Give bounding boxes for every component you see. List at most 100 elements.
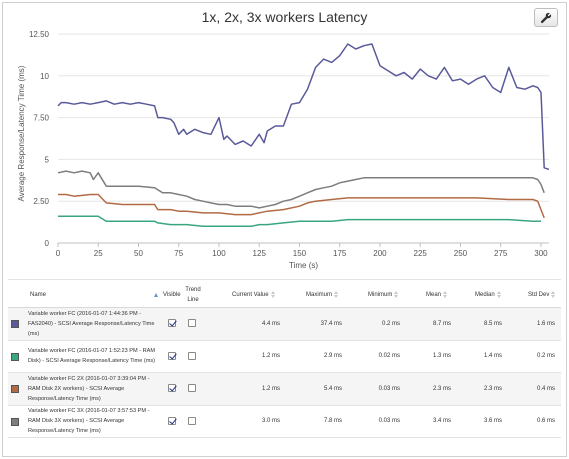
current-value: 1.2 ms [261, 385, 280, 392]
visible-checkbox[interactable] [168, 416, 176, 425]
sort-icon [394, 291, 399, 298]
sort-icon [334, 291, 339, 298]
col-median[interactable]: Median [475, 280, 501, 309]
std-dev-value: 0.4 ms [536, 385, 555, 392]
col-visible[interactable]: Visible [163, 280, 181, 309]
std-dev-value: 0.6 ms [536, 418, 555, 425]
maximum-value: 2.9 ms [323, 353, 342, 360]
chart-tools-button[interactable] [534, 8, 558, 27]
col-current-value-label: Current Value [232, 291, 269, 298]
x-tick-label: 125 [253, 249, 267, 258]
series-color-swatch [11, 417, 19, 426]
table-row: Variable worker FC 3X (2016-01-07 3:57:5… [8, 406, 561, 438]
mean-value: 3.4 ms [432, 418, 451, 425]
series-name: Variable worker FC (2016-01-07 1:52:23 P… [28, 348, 156, 365]
series-name: Variable worker FC (2016-01-07 1:44:36 P… [28, 310, 155, 337]
col-maximum-label: Maximum [306, 291, 333, 298]
series-color-swatch [11, 320, 19, 328]
x-tick-label: 300 [534, 249, 548, 258]
median-value: 3.6 ms [483, 418, 502, 425]
col-name-sort[interactable] [152, 280, 158, 309]
x-tick-label: 175 [333, 249, 347, 258]
col-std-dev-label: Std Dev [528, 291, 550, 298]
chart-title: 1x, 2x, 3x workers Latency [201, 9, 368, 25]
visible-checkbox[interactable] [168, 384, 176, 392]
maximum-value: 7.8 ms [323, 418, 342, 425]
col-minimum[interactable]: Minimum [368, 280, 399, 309]
table-row: Variable worker FC (2016-01-07 1:44:36 P… [8, 308, 561, 341]
col-median-label: Median [475, 291, 495, 298]
current-value: 4.4 ms [261, 320, 280, 327]
table-row: Variable worker FC (2016-01-07 1:52:23 P… [8, 341, 561, 373]
x-tick-label: 200 [373, 249, 387, 258]
x-tick-label: 250 [454, 249, 468, 258]
minimum-value: 0.03 ms [378, 418, 400, 425]
current-value: 3.0 ms [261, 418, 280, 425]
trend-line-checkbox[interactable] [188, 384, 196, 392]
median-value: 8.5 ms [483, 320, 502, 327]
sort-icon [496, 291, 501, 298]
col-maximum[interactable]: Maximum [306, 280, 339, 309]
y-tick-label: 5 [45, 155, 50, 164]
y-tick-label: 10 [40, 72, 49, 81]
median-value: 1.4 ms [483, 353, 502, 360]
x-axis-label: Time (s) [289, 261, 318, 270]
current-value: 1.2 ms [261, 353, 280, 360]
table-header: Name Visible Trend Line Current Value Ma… [8, 279, 561, 308]
y-tick-label: 0 [45, 239, 50, 248]
series-color-swatch [11, 385, 19, 393]
x-tick-label: 50 [134, 249, 143, 258]
maximum-value: 5.4 ms [323, 385, 342, 392]
series-color-swatch [11, 352, 19, 361]
y-tick-label: 12.50 [29, 30, 50, 39]
col-mean-label: Mean [426, 291, 442, 298]
x-tick-label: 100 [212, 249, 226, 258]
std-dev-value: 0.2 ms [536, 353, 555, 360]
latency-line-chart: 0 2.50 5 7.50 10 12.50 0 25 50 75 100 125 150 175 200 2… [17, 30, 550, 270]
minimum-value: 0.03 ms [378, 385, 400, 392]
table-row: Variable worker FC 2X (2016-01-07 3:39:0… [8, 373, 561, 406]
col-mean[interactable]: Mean [426, 280, 448, 309]
x-tick-label: 0 [56, 249, 61, 258]
std-dev-value: 1.6 ms [536, 320, 555, 327]
maximum-value: 37.4 ms [320, 320, 342, 327]
x-tick-label: 25 [94, 249, 103, 258]
col-trend-line-label: Trend Line [185, 286, 201, 303]
x-tick-label: 275 [494, 249, 508, 258]
x-tick-label: 75 [174, 249, 183, 258]
mean-value: 1.3 ms [432, 353, 451, 360]
series-line-3 [58, 193, 545, 219]
x-tick-label: 225 [414, 249, 428, 258]
mean-value: 2.3 ms [432, 385, 451, 392]
visible-checkbox[interactable] [168, 319, 176, 327]
series-table: Name Visible Trend Line Current Value Ma… [8, 279, 561, 438]
x-tick-label: 150 [293, 249, 307, 258]
sort-icon [551, 291, 556, 298]
y-tick-label: 2.50 [33, 197, 49, 206]
col-std-dev[interactable]: Std Dev [528, 280, 556, 309]
series-line-1 [57, 43, 550, 171]
sort-icon [270, 291, 275, 298]
minimum-value: 0.2 ms [381, 320, 400, 327]
col-name-label: Name [30, 291, 47, 298]
series-name: Variable worker FC 2X (2016-01-07 3:39:0… [28, 375, 150, 402]
sort-icon [443, 291, 448, 298]
mean-value: 8.7 ms [432, 320, 451, 327]
trend-line-checkbox[interactable] [188, 319, 196, 327]
y-tick-label: 7.50 [33, 114, 49, 123]
series-name: Variable worker FC 3X (2016-01-07 3:57:5… [28, 408, 150, 435]
visible-checkbox[interactable] [168, 351, 176, 360]
col-visible-label: Visible [163, 291, 181, 298]
col-name[interactable]: Name [30, 280, 46, 309]
minimum-value: 0.02 ms [378, 353, 400, 360]
median-value: 2.3 ms [483, 385, 502, 392]
y-axis-label: Average Response/Latency Time (ms) [17, 65, 26, 201]
series-line-4 [58, 215, 541, 228]
col-current-value[interactable]: Current Value [232, 280, 275, 309]
wrench-icon [540, 12, 552, 23]
col-trend-line[interactable]: Trend Line [184, 280, 202, 309]
sort-asc-icon [154, 292, 158, 297]
trend-line-checkbox[interactable] [188, 416, 196, 425]
trend-line-checkbox[interactable] [188, 351, 196, 360]
col-minimum-label: Minimum [368, 291, 393, 298]
